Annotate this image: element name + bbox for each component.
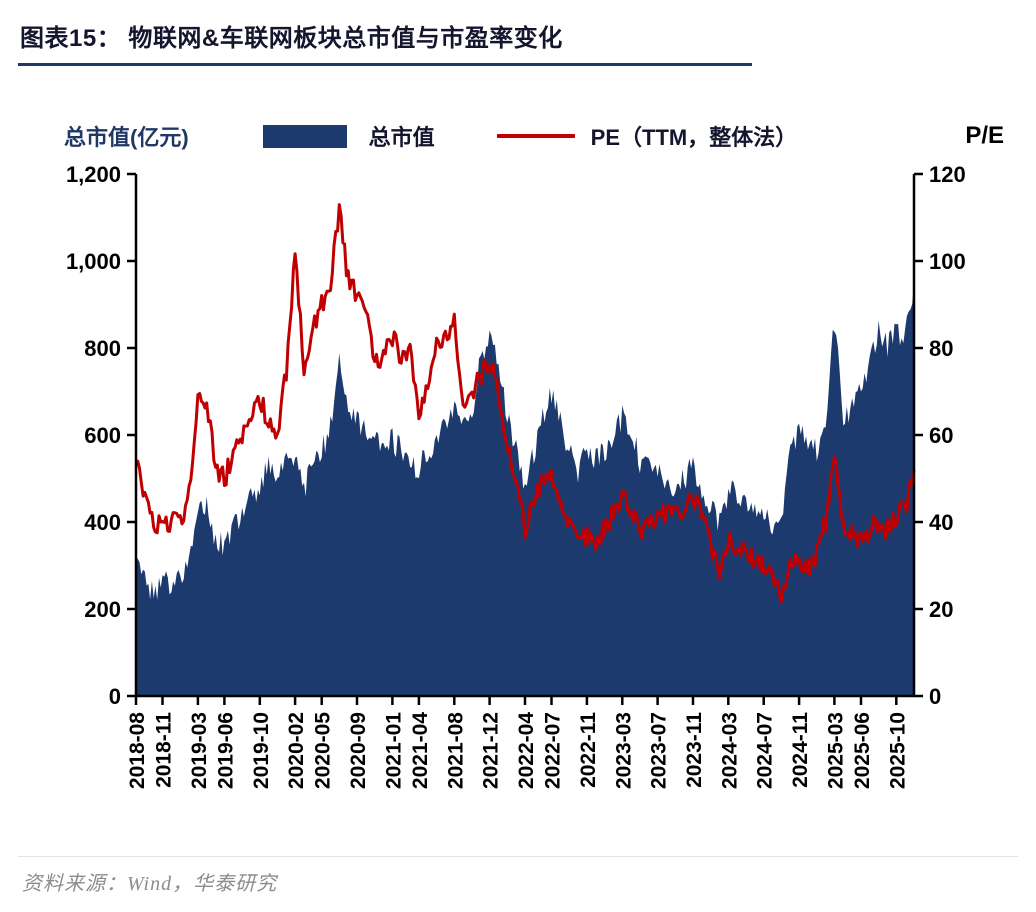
left-axis-title: 总市值(亿元) [64,125,189,150]
x-axis-tick-label: 2022-04 [515,712,538,789]
right-axis-tick-label: 80 [929,336,953,361]
x-axis-tick-label: 2020-02 [285,712,308,789]
x-axis-tick-label: 2021-08 [444,712,467,789]
x-axis-tick-label: 2020-09 [347,712,370,789]
market-cap-pe-chart: 0 200 400 600 800 1,000 1,200 0 20 40 60 80 100 120 20… [66,162,966,789]
x-axis-tick-label: 2019-03 [188,712,211,789]
right-axis-tick-label: 100 [929,249,966,274]
x-axis-tick-label: 2021-01 [382,712,405,789]
x-axis-tick-label: 2025-06 [851,712,874,789]
line-legend-label: PE（TTM，整体法） [590,125,798,150]
pe-line-series [134,203,916,604]
left-axis-tick-label: 800 [84,336,121,361]
x-axis-tick-label: 2018-08 [126,712,149,789]
right-axis-tick-label: 60 [929,423,953,448]
legend-row: 总市值(亿元) 总市值 PE（TTM，整体法） P/E [64,120,1010,152]
x-axis-tick-label: 2024-07 [754,712,777,789]
left-axis-tick-label: 600 [84,423,121,448]
x-axis-tick-label: 2024-03 [718,712,741,789]
right-axis-tick-label: 40 [929,510,953,535]
x-axis-tick-label: 2021-12 [480,712,503,789]
right-axis-title: P/E [965,122,1004,149]
right-axis-tick-label: 0 [929,684,941,709]
left-axis-tick-label: 0 [109,684,121,709]
x-axis-tick-label: 2024-11 [789,712,812,788]
x-axis-tick-label: 2022-11 [577,712,600,788]
source-note: 资料来源：Wind，华泰研究 [18,856,1018,912]
market-cap-area-series [136,282,914,696]
x-axis-tick-label: 2025-10 [886,712,909,789]
left-axis-tick-label: 200 [84,597,121,622]
x-axis-tick-label: 2019-10 [250,712,273,789]
x-axis-tick-label: 2019-06 [214,712,237,789]
area-legend-swatch-icon [262,124,347,148]
chart-title: 图表15： 物联网&车联网板块总市值与市盈率变化 [20,25,563,52]
left-axis-tick-label: 400 [84,510,121,535]
x-axis-tick-label: 2023-11 [683,712,706,788]
x-axis-tick-label: 2020-05 [312,712,335,789]
x-axis-tick-label: 2018-11 [153,712,176,788]
chart-title-block: 图表15： 物联网&车联网板块总市值与市盈率变化 [18,14,752,66]
left-axis-tick-label: 1,000 [66,249,121,274]
area-legend-label: 总市值 [368,125,435,150]
right-axis-tick-label: 120 [929,162,966,187]
x-axis-tick-label: 2025-03 [824,712,847,789]
x-axis-tick-label: 2023-03 [612,712,635,789]
x-axis-tick-label: 2023-07 [648,712,671,789]
line-legend-swatch-icon [496,134,575,138]
x-axis-tick-label: 2022-07 [542,712,565,789]
right-axis-tick-label: 20 [929,597,953,622]
left-axis-tick-label: 1,200 [66,162,121,187]
x-axis-tick-label: 2021-04 [409,712,432,789]
